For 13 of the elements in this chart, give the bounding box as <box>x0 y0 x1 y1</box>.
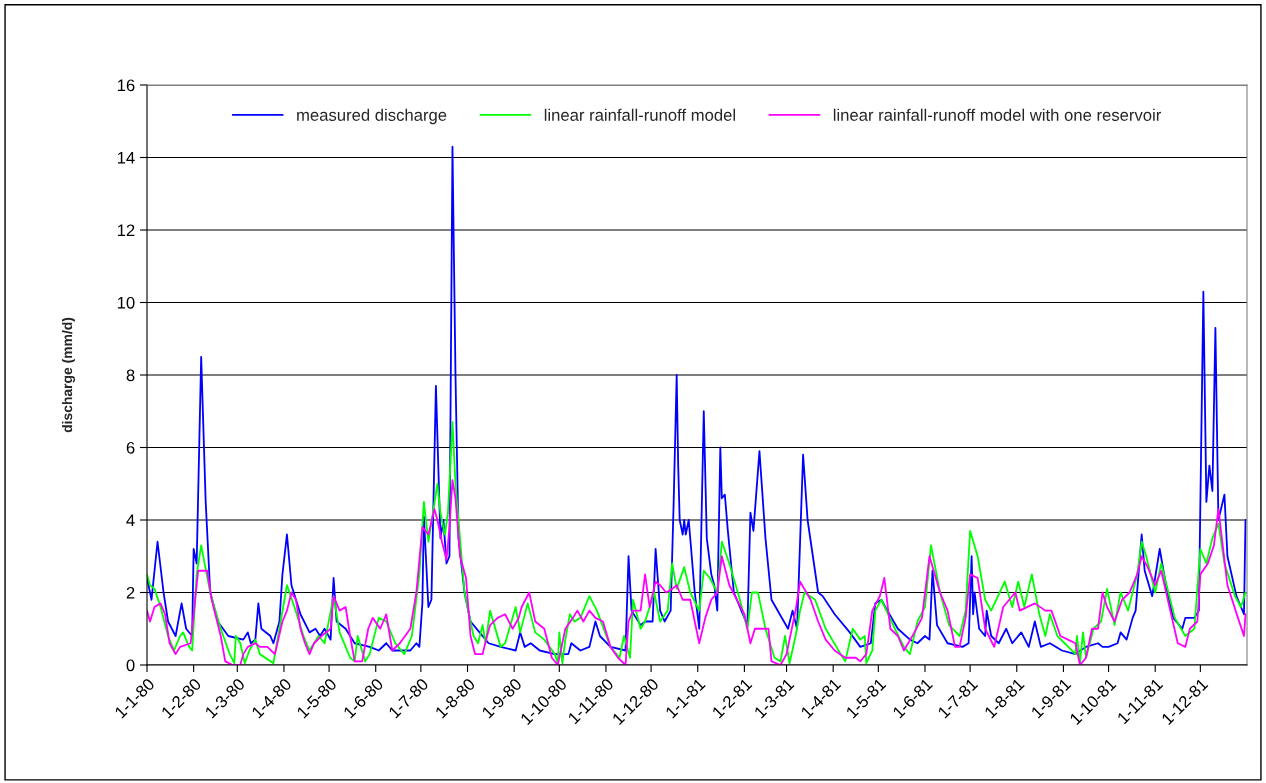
y-tick-label: 2 <box>126 586 135 599</box>
y-tick-label: 10 <box>117 296 135 309</box>
legend-label: linear rainfall-runoff model <box>544 108 735 121</box>
y-tick-label: 16 <box>117 79 135 92</box>
y-axis-title: discharge (mm/d) <box>61 317 75 433</box>
y-tick-label: 6 <box>126 441 135 454</box>
legend-label: linear rainfall-runoff model with one reservoir <box>833 108 1162 121</box>
y-tick-label: 8 <box>126 369 135 382</box>
legend-label: measured discharge <box>297 108 447 125</box>
y-tick-label: 12 <box>117 224 135 237</box>
y-tick-label: 14 <box>117 152 135 164</box>
y-tick-label: 0 <box>126 659 135 672</box>
y-tick-label: 4 <box>126 514 135 527</box>
